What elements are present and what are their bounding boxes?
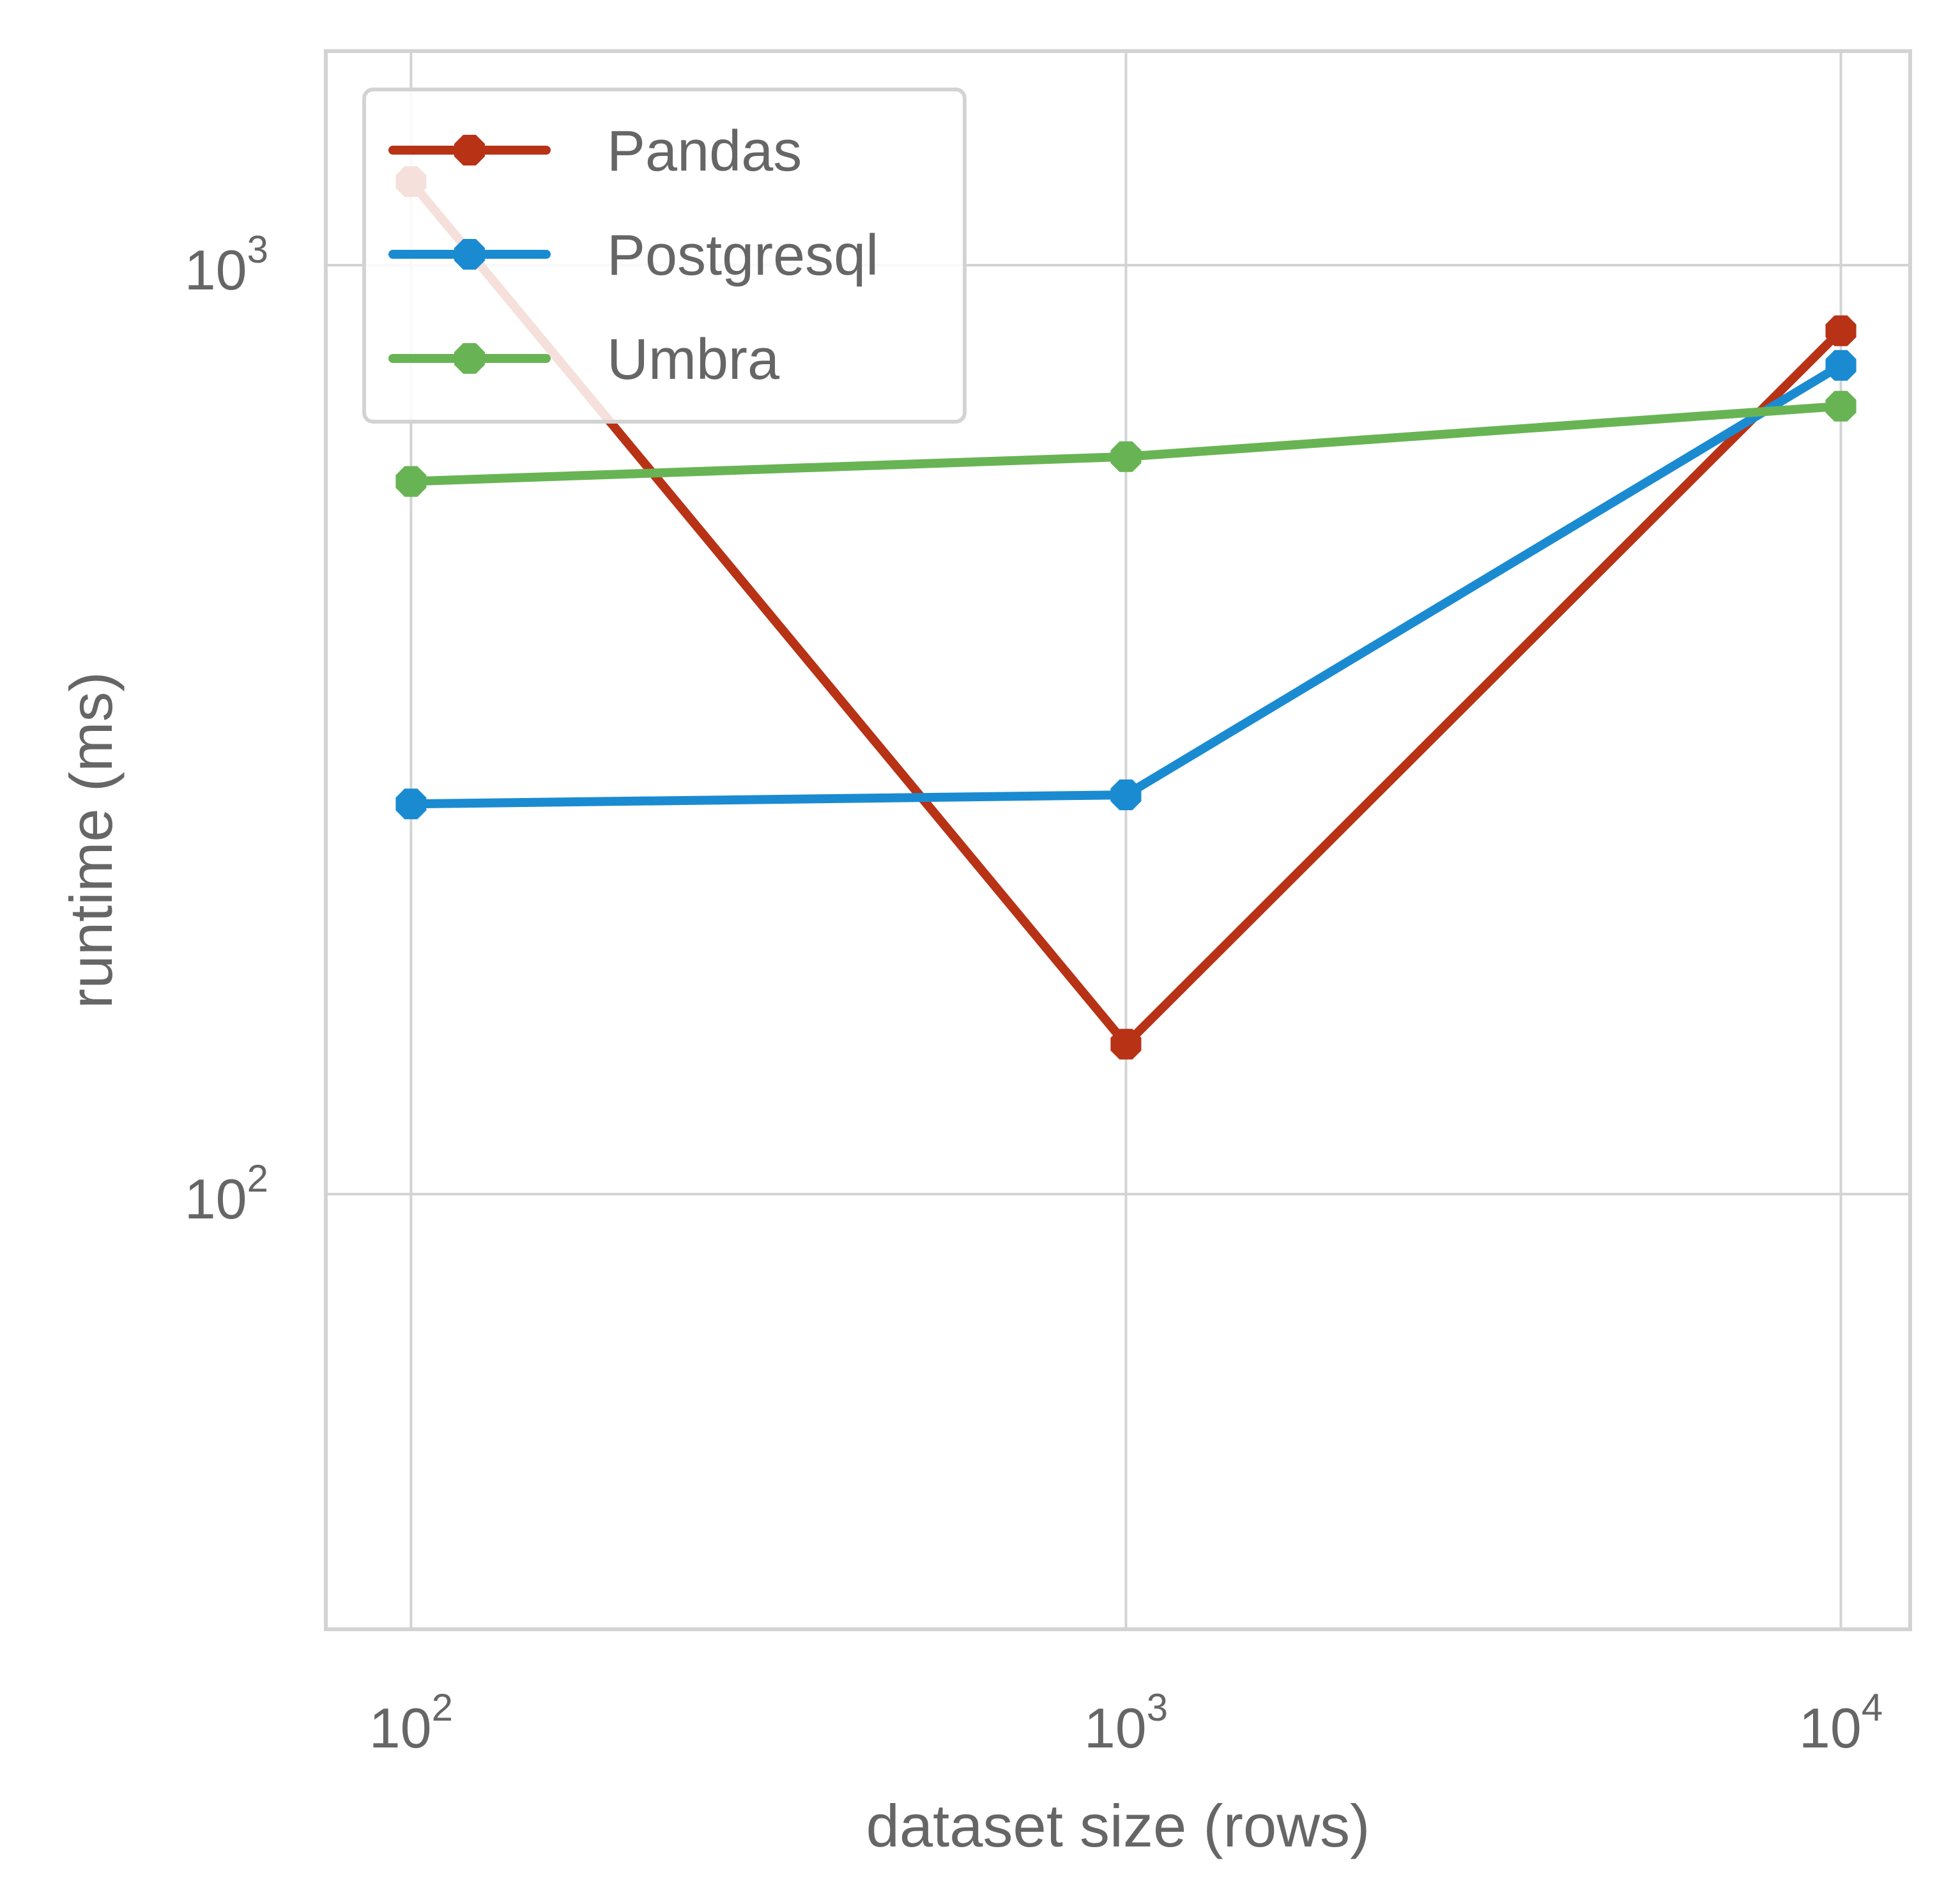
y-tick-exponent: 2 — [247, 1157, 268, 1200]
data-point — [1110, 441, 1142, 472]
y-tick-label: 103 — [185, 228, 268, 302]
x-tick-labels: 102 103 104 — [369, 1686, 1883, 1760]
legend-label: Postgresql — [607, 224, 878, 288]
data-point — [1110, 1029, 1142, 1060]
x-tick-base: 10 — [1084, 1696, 1147, 1760]
data-point — [1110, 779, 1142, 811]
x-tick-exponent: 2 — [432, 1686, 453, 1729]
x-axis-label: dataset size (rows) — [866, 1792, 1370, 1859]
legend-marker — [454, 343, 485, 374]
legend-marker — [454, 239, 485, 270]
y-tick-exponent: 3 — [247, 228, 268, 271]
data-point — [1825, 315, 1857, 346]
x-tick-exponent: 4 — [1862, 1686, 1883, 1729]
x-tick-base: 10 — [1799, 1696, 1862, 1760]
y-tick-label: 102 — [185, 1157, 268, 1231]
y-axis-label: runtime (ms) — [57, 672, 125, 1008]
series-postgresql — [395, 349, 1857, 820]
legend-item-umbra: Umbra — [388, 328, 780, 392]
data-point — [1825, 390, 1857, 422]
x-tick-base: 10 — [369, 1696, 432, 1760]
x-tick-label: 102 — [369, 1686, 453, 1760]
legend: Pandas Postgresql Umbra — [362, 88, 967, 424]
data-point — [395, 466, 427, 497]
x-tick-exponent: 3 — [1147, 1686, 1168, 1729]
legend-marker — [454, 135, 485, 165]
legend-item-pandas: Pandas — [388, 119, 802, 183]
legend-box — [362, 88, 967, 424]
data-point — [395, 788, 427, 820]
plot-frame — [324, 49, 1912, 1631]
legend-label: Pandas — [607, 119, 802, 183]
legend-label: Umbra — [607, 328, 780, 392]
y-tick-base: 10 — [185, 1167, 247, 1231]
data-point — [1825, 349, 1857, 381]
series-layer — [395, 166, 1857, 1060]
x-tick-label: 103 — [1084, 1686, 1168, 1760]
x-tick-label: 104 — [1799, 1686, 1883, 1760]
series-umbra — [395, 390, 1857, 497]
legend-item-postgresql: Postgresql — [388, 224, 878, 288]
y-tick-base: 10 — [185, 238, 247, 302]
